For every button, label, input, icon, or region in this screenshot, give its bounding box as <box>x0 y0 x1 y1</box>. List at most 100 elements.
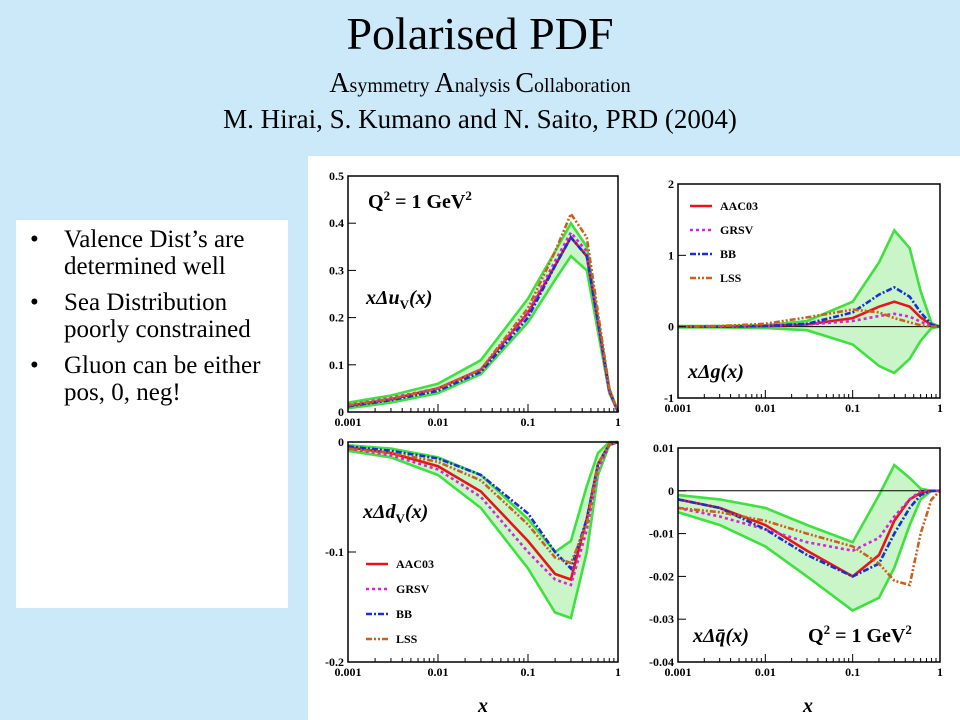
band-lower-line <box>347 440 619 620</box>
legend-label-bb: BB <box>720 247 736 261</box>
y-label-tail: (x) <box>726 625 749 647</box>
panel-frame <box>677 183 941 399</box>
pdf-figure: 0.001 0.01 0.1 1 0 0.1 0.2 0.3 0.4 0.5 xΔuV(x) Q2 =… <box>308 156 960 720</box>
legend-label-lss: LSS <box>396 632 418 646</box>
collab-rest-2: nalysis <box>454 75 516 97</box>
y-tick-label: 0.01 <box>653 441 674 455</box>
y-label-main: xΔq̄ <box>692 625 726 647</box>
y-tick-label: -0.2 <box>325 655 344 669</box>
y-tick-label: -0.1 <box>325 545 344 559</box>
y-label-tail: (x) <box>721 361 744 383</box>
x-tick-label: 0.1 <box>521 415 536 429</box>
bullet-item: • Sea Distribution poorly constrained <box>30 289 278 343</box>
chart-panel-top-right: 0.001 0.01 0.1 1 -1 0 1 2 xΔg(x) AAC03 GRSV BB LSS <box>664 177 943 415</box>
band-lower-line <box>677 489 940 613</box>
q-exponent: 2 <box>384 188 391 203</box>
band-lower-line <box>678 325 941 375</box>
series-line-grsv <box>347 440 619 587</box>
y-tick-label: -0.03 <box>649 612 674 626</box>
y-tick-label: 0.2 <box>329 311 344 325</box>
legend-label-grsv: GRSV <box>720 223 754 237</box>
series-line-lss <box>677 489 941 587</box>
series-line-bb <box>347 440 619 571</box>
x-tick-label: 1 <box>615 665 621 679</box>
y-tick-label: -0.04 <box>649 655 674 669</box>
q-symbol: Q <box>368 191 384 213</box>
y-tick-label: 0.5 <box>329 169 344 183</box>
x-tick-label: 0.01 <box>428 665 449 679</box>
legend-label-aac03: AAC03 <box>396 557 434 571</box>
y-label-subscript: V <box>396 511 406 526</box>
q2-annotation: Q2 = 1 GeV2 <box>808 622 912 647</box>
y-tick-label: 0.1 <box>329 358 344 372</box>
panel-frame <box>677 447 941 663</box>
bullet-text: Valence Dist’s are determined well <box>64 226 245 280</box>
y-tick-label: 2 <box>668 177 674 191</box>
x-tick-label: 1 <box>937 401 943 415</box>
y-tick-label: -0.01 <box>649 527 674 541</box>
y-label-main: xΔg <box>687 361 721 383</box>
legend-label-aac03: AAC03 <box>720 199 758 213</box>
bullet-list: • Valence Dist’s are determined well • Sea… <box>30 226 278 406</box>
bullet-dot-icon: • <box>30 352 39 379</box>
q-symbol: Q <box>808 625 824 647</box>
x-tick-label: 0.1 <box>845 401 860 415</box>
series-line-bb <box>347 235 620 413</box>
collab-cap-2: A <box>434 68 455 99</box>
legend-label-grsv: GRSV <box>396 582 430 596</box>
gev-exponent: 2 <box>465 188 472 203</box>
x-tick-label: 0.001 <box>665 665 692 679</box>
x-tick-label: 1 <box>937 665 943 679</box>
y-tick-label: 0 <box>338 435 344 449</box>
collab-cap-3: C <box>515 68 535 99</box>
legend-label-lss: LSS <box>720 271 742 285</box>
gev-exponent: 2 <box>905 622 912 637</box>
bullet-dot-icon: • <box>30 289 39 316</box>
bullet-item: • Valence Dist’s are determined well <box>30 226 278 280</box>
slide-title: Polarised PDF <box>346 8 614 59</box>
x-axis-label: x <box>477 695 488 717</box>
bullet-box: • Valence Dist’s are determined well • Sea… <box>16 220 288 608</box>
y-tick-label: -1 <box>664 391 674 405</box>
y-tick-label: 0.3 <box>329 263 344 277</box>
q-value: = 1 GeV <box>830 625 906 647</box>
y-axis-label: xΔdV(x) <box>362 501 428 526</box>
series-line-grsv <box>677 489 940 553</box>
chart-panel-bottom-left: 0.001 0.01 0.1 1 -0.2 -0.1 0 xΔdV(x) AAC03 GRSV BB… <box>325 435 621 679</box>
y-tick-label: -0.02 <box>649 569 674 583</box>
q2-annotation: Q2 = 1 GeV2 <box>368 188 472 213</box>
y-label-tail: (x) <box>405 501 428 523</box>
series-line-bb <box>678 285 941 328</box>
uncertainty-band <box>678 230 940 373</box>
panel-frame <box>347 175 619 413</box>
x-tick-label: 0.001 <box>335 665 362 679</box>
y-tick-label: 0 <box>668 484 674 498</box>
y-label-subscript: V <box>400 297 410 312</box>
band-lower-line <box>347 254 620 413</box>
uncertainty-band <box>348 223 618 412</box>
y-axis-label: xΔg(x) <box>687 361 744 383</box>
y-tick-label: 0 <box>338 405 344 419</box>
series-line-lss <box>677 308 940 328</box>
y-tick-label: 1 <box>668 248 674 262</box>
x-tick-label: 1 <box>615 415 621 429</box>
legend-label-bb: BB <box>396 607 412 621</box>
q-value: = 1 GeV <box>390 191 466 213</box>
x-tick-label: 0.001 <box>665 401 692 415</box>
authors-citation: M. Hirai, S. Kumano and N. Saito, PRD (2… <box>223 104 737 134</box>
bullet-text: Sea Distribution poorly constrained <box>64 289 251 343</box>
x-tick-label: 0.1 <box>521 665 536 679</box>
band-upper-line <box>677 463 940 544</box>
y-tick-label: 0.4 <box>329 216 344 230</box>
collab-rest-1: symmetry <box>349 75 435 97</box>
q-exponent: 2 <box>824 622 831 637</box>
chart-panel-bottom-right: 0.001 0.01 0.1 1 -0.04 -0.03 -0.02 -0.01 0 0.01 xΔ… <box>649 441 943 679</box>
collaboration-line: Asymmetry Analysis Collaboration <box>0 68 960 102</box>
x-axis-label: x <box>802 695 813 717</box>
y-label-main: xΔd <box>362 501 397 523</box>
y-label-main: xΔu <box>365 287 400 309</box>
bullet-item: • Gluon can be either pos, 0, neg! <box>30 352 278 406</box>
collab-cap-1: A <box>329 68 350 99</box>
series-line-lss <box>347 211 620 413</box>
